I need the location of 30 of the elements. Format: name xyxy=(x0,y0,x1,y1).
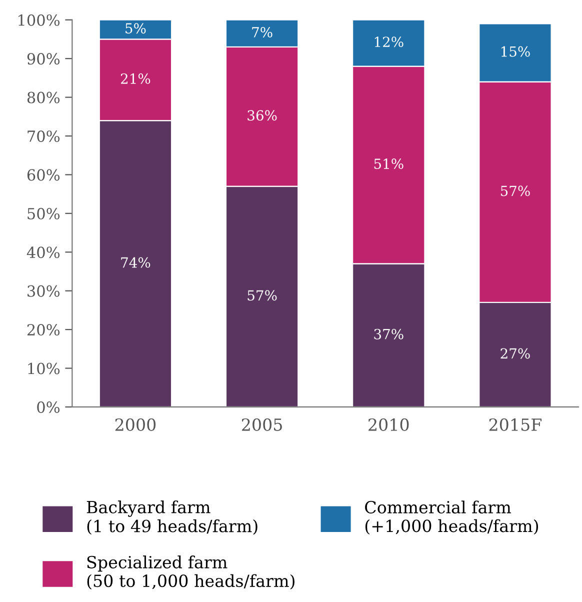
x-tick-label: 2005 xyxy=(242,418,282,431)
data-label: 12% xyxy=(374,36,404,48)
data-label: 74% xyxy=(121,257,150,268)
x-tick-label: 2010 xyxy=(368,418,409,431)
data-label: 7% xyxy=(252,26,272,38)
data-label: 21% xyxy=(120,73,150,84)
data-label: 57% xyxy=(500,186,530,196)
y-tick-label: 100% xyxy=(18,14,60,26)
y-tick-label: 80% xyxy=(27,92,60,104)
legend-label: Specialized farm (50 to 1,000 heads/farm) xyxy=(87,556,294,590)
data-label: 36% xyxy=(248,110,277,121)
y-tick-label: 60% xyxy=(27,169,60,181)
y-tick-label: 50% xyxy=(28,208,60,220)
data-label: 37% xyxy=(374,328,404,340)
y-tick-label: 10% xyxy=(28,362,60,374)
y-tick-label: 30% xyxy=(28,285,60,297)
data-label: 51% xyxy=(374,158,404,170)
y-tick-label: 0% xyxy=(37,401,60,413)
data-label: 27% xyxy=(500,348,530,359)
x-tick-label: 2015F xyxy=(489,418,542,431)
y-tick-label: 90% xyxy=(27,53,60,65)
x-tick-label: 2000 xyxy=(115,418,156,431)
y-tick-label: 20% xyxy=(27,324,60,336)
data-label: 57% xyxy=(248,290,277,301)
legend-label: Backyard farm (1 to 49 heads/farm) xyxy=(86,500,258,535)
y-tick-label: 40% xyxy=(26,246,60,258)
data-label: 15% xyxy=(501,46,530,57)
y-tick-label: 70% xyxy=(28,130,60,142)
data-label: 5% xyxy=(126,23,146,34)
legend-label: Commercial farm (+1,000 heads/farm) xyxy=(365,500,538,535)
